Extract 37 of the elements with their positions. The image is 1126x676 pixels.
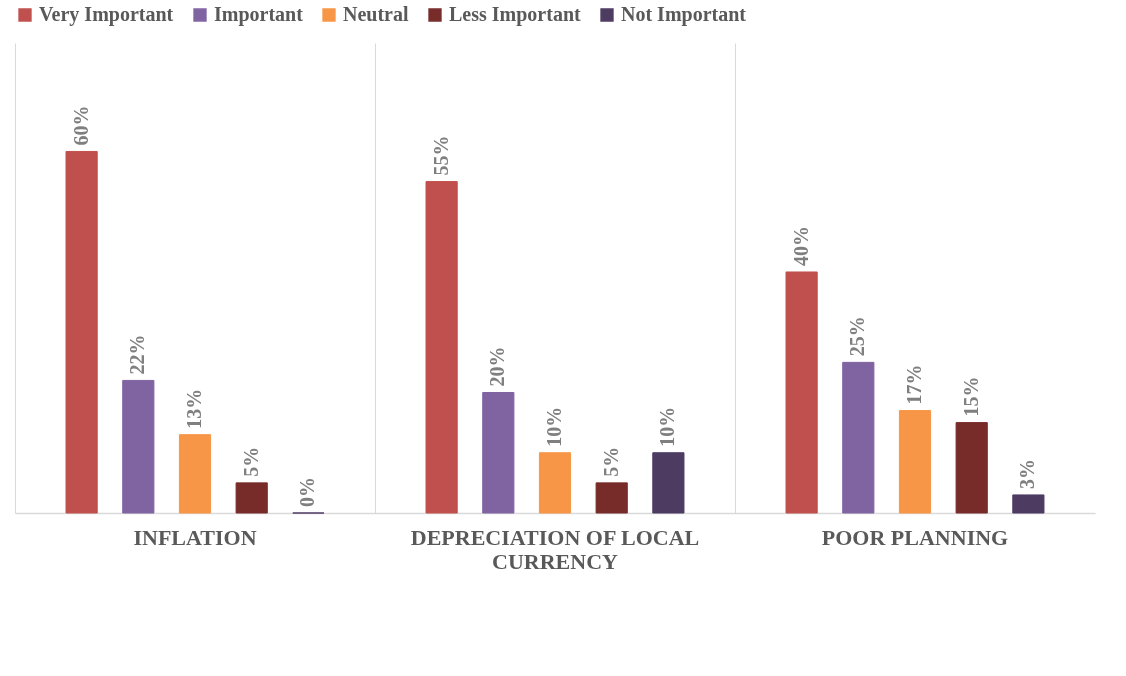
data-label: 5% [239,446,262,477]
bar [235,482,268,514]
data-label: 20% [486,346,509,387]
data-label: 22% [126,334,149,375]
x-tick-label: POOR PLANNING [821,524,1009,550]
bar [65,150,98,514]
bar [538,452,572,514]
data-label: 10% [543,406,565,447]
bar [178,434,212,514]
data-label: 3% [1016,458,1039,489]
bar [898,410,932,514]
data-label: 5% [599,446,622,477]
bar [785,271,818,514]
bar [122,379,155,514]
x-tick-label: INFLATION [133,524,257,550]
legend-label: Very Important [39,3,174,26]
bar [425,181,458,514]
bar [1012,494,1045,514]
data-label: 25% [846,316,869,357]
bar [842,361,875,514]
data-label: 15% [959,376,982,417]
bar [652,452,685,514]
legend-label: Less Important [449,3,582,26]
bar [595,482,628,514]
legend-label: Not Important [621,3,747,26]
data-label: 60% [69,105,92,146]
x-tick-label: DEPRECIATION OF LOCAL CURRENCY [410,524,700,574]
data-label: 0% [296,477,319,507]
data-label: 55% [429,135,452,176]
data-label: 13% [183,388,205,429]
bar [955,422,988,514]
data-label: 40% [789,225,812,266]
legend-label: Neutral [343,3,409,25]
data-label: 17% [903,364,925,405]
data-label: 10% [656,406,679,447]
legend-label: Important [214,3,304,26]
bar [482,391,515,514]
